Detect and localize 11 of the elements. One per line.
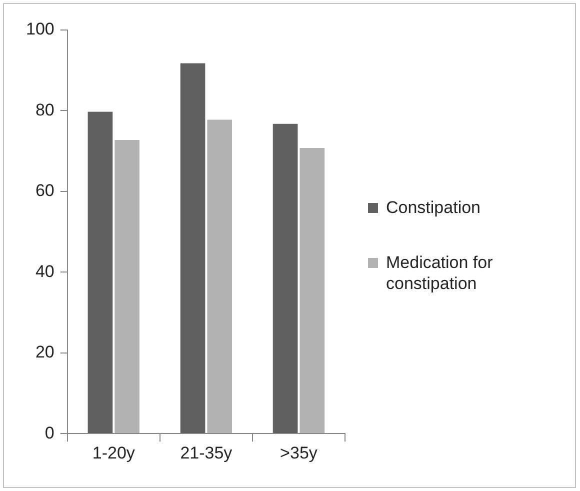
x-tick-label: >35y (280, 443, 318, 462)
legend-label: Medication for constipation (386, 252, 494, 294)
y-tick-label: 0 (44, 423, 54, 442)
y-tick-label: 100 (26, 20, 54, 39)
y-tick-label: 20 (35, 342, 54, 362)
y-tick-label: 80 (35, 100, 54, 120)
y-tick-label: 40 (35, 262, 54, 281)
x-tick-label: 1-20y (92, 443, 136, 462)
legend-label: Constipation (386, 197, 482, 218)
y-tick-label: 60 (35, 181, 54, 200)
x-tick-label: 21-35y (180, 443, 233, 462)
